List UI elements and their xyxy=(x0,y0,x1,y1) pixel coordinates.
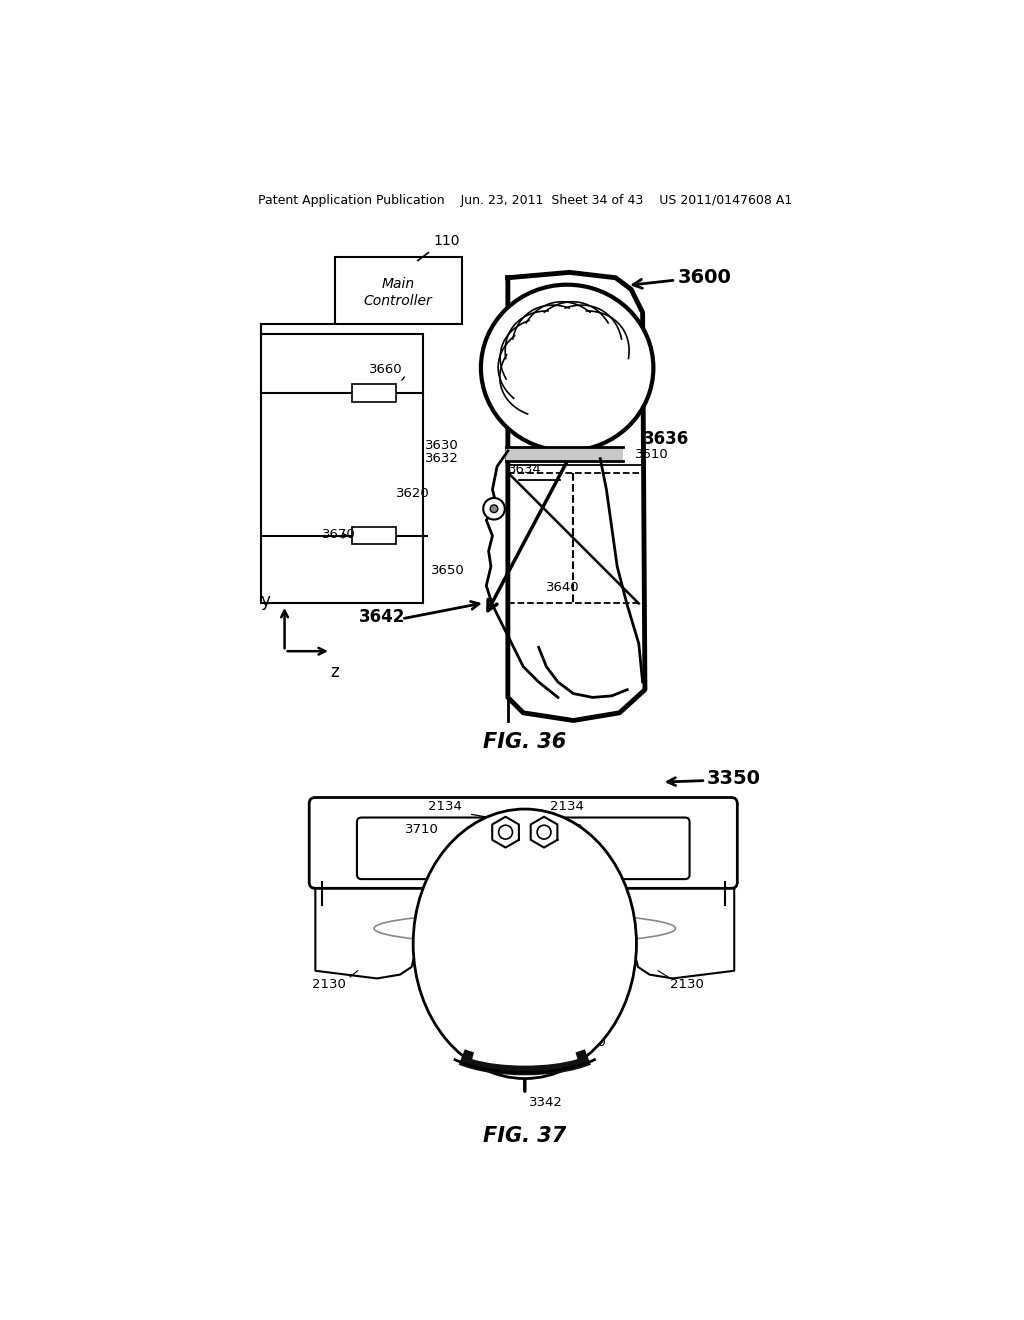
Text: 3340: 3340 xyxy=(572,1036,606,1049)
Text: 2102: 2102 xyxy=(497,351,530,364)
Text: y: y xyxy=(261,593,270,610)
Polygon shape xyxy=(493,817,519,847)
Bar xyxy=(335,257,462,323)
Text: Main: Main xyxy=(381,277,415,290)
Text: 2134: 2134 xyxy=(428,800,462,813)
Ellipse shape xyxy=(413,809,637,1078)
Text: 3632: 3632 xyxy=(425,453,460,465)
Text: 3636: 3636 xyxy=(643,430,689,449)
Text: 3660: 3660 xyxy=(370,363,402,376)
Text: z: z xyxy=(330,663,339,681)
Text: 3634: 3634 xyxy=(508,462,542,475)
Text: 3342: 3342 xyxy=(529,1096,563,1109)
Bar xyxy=(261,334,423,603)
Text: FIG. 36: FIG. 36 xyxy=(483,733,566,752)
Circle shape xyxy=(538,825,551,840)
Text: 3620: 3620 xyxy=(396,487,430,500)
FancyBboxPatch shape xyxy=(309,797,737,888)
Text: Controller: Controller xyxy=(364,294,432,308)
Text: 2130: 2130 xyxy=(670,978,703,991)
Circle shape xyxy=(499,825,512,840)
Text: 3350: 3350 xyxy=(707,768,761,788)
Text: Patent Application Publication    Jun. 23, 2011  Sheet 34 of 43    US 2011/01476: Patent Application Publication Jun. 23, … xyxy=(258,194,792,207)
Text: 3720: 3720 xyxy=(550,824,584,837)
Text: 3640: 3640 xyxy=(547,581,580,594)
Text: FIG. 37: FIG. 37 xyxy=(483,1126,566,1146)
FancyBboxPatch shape xyxy=(357,817,689,879)
Text: 3670: 3670 xyxy=(322,528,355,541)
Ellipse shape xyxy=(481,285,653,451)
Circle shape xyxy=(490,504,498,512)
Bar xyxy=(352,384,396,403)
Circle shape xyxy=(483,498,505,520)
Text: 3630: 3630 xyxy=(425,440,459,453)
Text: 2134: 2134 xyxy=(550,800,584,813)
Text: 2102: 2102 xyxy=(599,906,633,919)
Bar xyxy=(500,858,547,874)
Text: 3610: 3610 xyxy=(635,449,669,462)
Text: 3642: 3642 xyxy=(359,607,406,626)
Bar xyxy=(506,447,624,461)
Bar xyxy=(352,527,396,544)
Text: 3600: 3600 xyxy=(677,268,731,288)
Text: 3710: 3710 xyxy=(404,824,438,837)
Text: 2130: 2130 xyxy=(311,978,345,991)
Text: 110: 110 xyxy=(433,235,460,248)
Text: 3650: 3650 xyxy=(431,564,465,577)
Polygon shape xyxy=(530,817,557,847)
